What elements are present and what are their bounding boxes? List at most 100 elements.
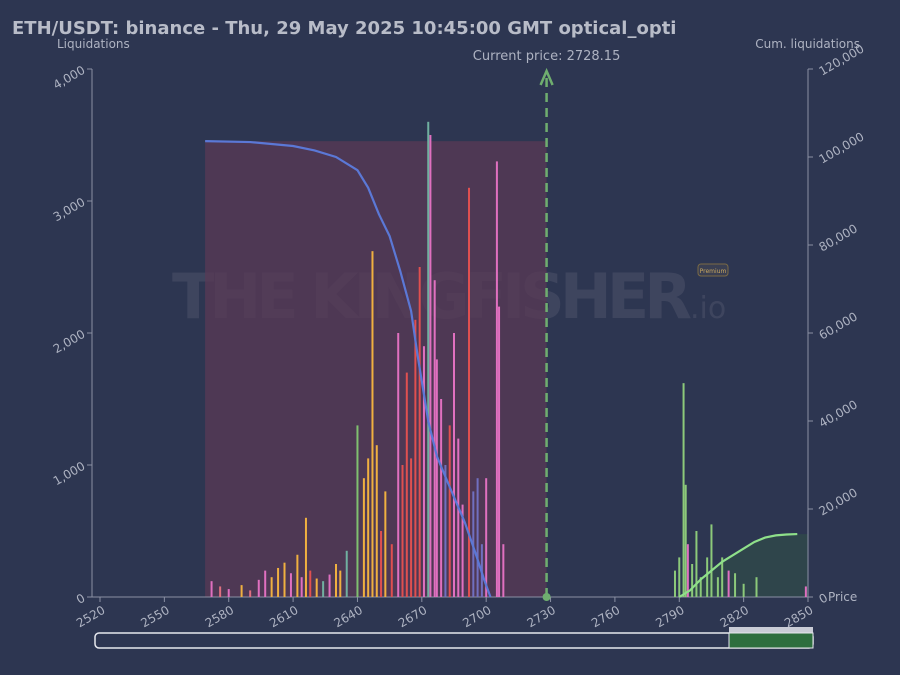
y2-axis-label: Cum. liquidations (755, 37, 860, 51)
y-axis-label: Liquidations (57, 37, 130, 51)
bar (289, 573, 292, 597)
x-tick-label: 2700 (460, 603, 493, 630)
y-tick-label: 2,000 (51, 327, 88, 356)
current-price-arrow (539, 67, 554, 86)
x-tick-label: 2640 (332, 603, 365, 630)
bar (678, 557, 681, 597)
bar (328, 574, 331, 597)
bar (356, 425, 359, 597)
bar (457, 438, 460, 597)
y-tick-label: 3,000 (51, 195, 88, 224)
bar (397, 333, 400, 597)
bar (227, 589, 230, 597)
range-slider[interactable] (94, 632, 814, 649)
bar (335, 564, 337, 597)
bar (401, 465, 404, 597)
y2-tick-label: 20,000 (817, 485, 860, 518)
bar (721, 557, 724, 597)
x-tick-label: 2760 (589, 603, 622, 630)
bar (435, 359, 438, 597)
y2-tick-label: 60,000 (817, 309, 860, 342)
bar (742, 583, 745, 597)
bar (390, 544, 393, 597)
bar (468, 187, 471, 598)
bar (495, 161, 498, 597)
bar (706, 557, 709, 597)
x-tick-label: 2520 (74, 603, 107, 630)
bar (716, 577, 719, 597)
bar (804, 586, 807, 597)
bar (691, 564, 694, 597)
x-tick-label: 2730 (525, 603, 558, 630)
x-tick-label: 2550 (138, 603, 171, 630)
bar (240, 585, 243, 597)
bar (283, 562, 286, 597)
bar (270, 577, 273, 597)
x-tick-label: 2610 (267, 603, 300, 630)
bar (277, 567, 280, 597)
bar (414, 319, 417, 597)
y-tick-label: 4,000 (51, 63, 88, 92)
bar (345, 550, 348, 597)
bar (433, 280, 436, 597)
badge: Premium (700, 268, 727, 275)
x-tick-label: 2820 (718, 603, 751, 630)
slider-grip[interactable] (729, 627, 813, 633)
bar (695, 531, 698, 597)
cum-line (205, 140, 492, 598)
bar (380, 531, 383, 597)
bar (755, 577, 758, 597)
bar (686, 544, 689, 597)
bar (734, 573, 737, 597)
bar (448, 425, 451, 597)
bar (339, 570, 342, 597)
current-price-dot (542, 593, 551, 601)
bar (309, 570, 312, 597)
bar (502, 544, 505, 597)
bar (371, 251, 374, 597)
cum-line (678, 532, 798, 598)
bar (264, 570, 267, 597)
bar (375, 445, 378, 597)
y2-tick-label: 100,000 (817, 130, 867, 167)
bar (498, 306, 501, 597)
bar (453, 333, 455, 597)
bar (673, 570, 676, 597)
bar (699, 577, 702, 597)
x-tick-label: 2670 (396, 603, 429, 630)
bar (405, 372, 408, 597)
bar (249, 590, 252, 597)
bar (418, 267, 421, 597)
bar (682, 383, 685, 597)
bar (257, 579, 260, 597)
chart-title: ETH/USDT: binance - Thu, 29 May 2025 10:… (12, 18, 676, 39)
bar (322, 581, 325, 597)
slider-handle[interactable] (728, 632, 814, 649)
bar (210, 581, 213, 597)
x-tick-label: 2850 (782, 603, 815, 630)
bar (304, 517, 307, 597)
x-tick-label: 2790 (653, 603, 686, 630)
bar (710, 524, 713, 597)
bar (422, 346, 425, 597)
y2-tick-label: 80,000 (817, 221, 860, 254)
bar (444, 465, 447, 597)
bar (461, 504, 464, 597)
bar (727, 570, 730, 597)
y-tick-label: 0 (74, 591, 88, 607)
bar (410, 458, 413, 597)
bar (362, 478, 365, 597)
bar (384, 491, 387, 597)
bar (367, 458, 370, 597)
bar (440, 399, 443, 597)
bar (485, 478, 488, 597)
bar (300, 577, 303, 597)
bar (476, 478, 479, 597)
y2-tick-label: 40,000 (817, 397, 860, 430)
bar (296, 554, 299, 597)
bar (315, 578, 318, 597)
x-axis-label: Price (828, 590, 857, 604)
bar (684, 484, 687, 597)
bar (427, 121, 430, 598)
